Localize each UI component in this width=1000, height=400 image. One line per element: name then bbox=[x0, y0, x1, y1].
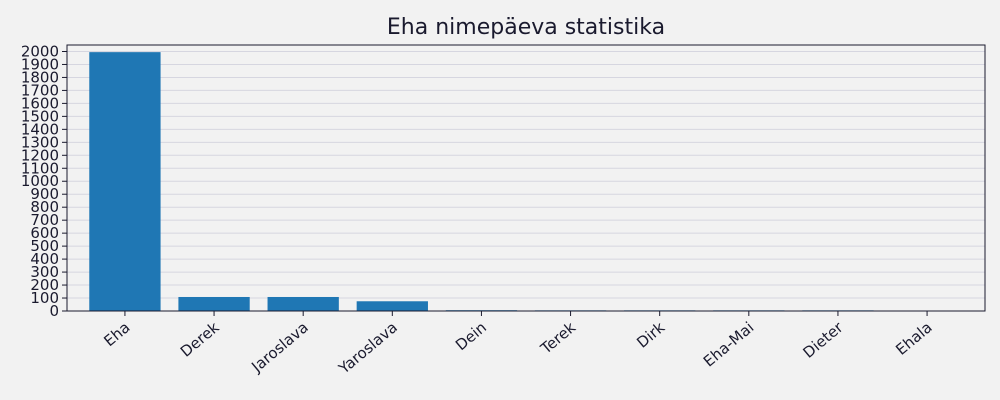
y-tick-label: 500 bbox=[30, 237, 59, 255]
y-tick-label: 300 bbox=[30, 263, 59, 281]
axes bbox=[66, 44, 986, 312]
y-tick-label: 1200 bbox=[21, 146, 59, 164]
y-tick-label: 400 bbox=[30, 250, 59, 268]
y-tick-label: 1800 bbox=[21, 68, 59, 86]
bar bbox=[267, 296, 339, 311]
y-tick-label: 1300 bbox=[21, 133, 59, 151]
bar bbox=[356, 301, 428, 311]
y-tick-label: 1600 bbox=[21, 94, 59, 112]
y-tick-label: 1500 bbox=[21, 107, 59, 125]
plot-frame bbox=[66, 44, 986, 312]
y-tick-label: 900 bbox=[30, 185, 59, 203]
y-tick-label: 1900 bbox=[21, 55, 59, 73]
chart-title: Eha nimepäeva statistika bbox=[387, 15, 665, 40]
y-tick-label: 800 bbox=[30, 198, 59, 216]
bar bbox=[89, 52, 161, 311]
y-tick-label: 700 bbox=[30, 211, 59, 229]
y-axis-ticks: 0100200300400500600700800900100011001200… bbox=[21, 42, 67, 320]
bar bbox=[178, 296, 250, 311]
gridlines bbox=[67, 50, 985, 299]
y-tick-label: 0 bbox=[49, 302, 59, 320]
y-tick-label: 2000 bbox=[21, 42, 59, 60]
y-tick-label: 100 bbox=[30, 289, 59, 307]
y-tick-label: 1100 bbox=[21, 159, 59, 177]
bars bbox=[89, 52, 963, 311]
y-tick-label: 600 bbox=[30, 224, 59, 242]
y-tick-label: 200 bbox=[30, 276, 59, 294]
y-tick-label: 1400 bbox=[21, 120, 59, 138]
y-tick-label: 1000 bbox=[21, 172, 59, 190]
y-tick-label: 1700 bbox=[21, 81, 59, 99]
